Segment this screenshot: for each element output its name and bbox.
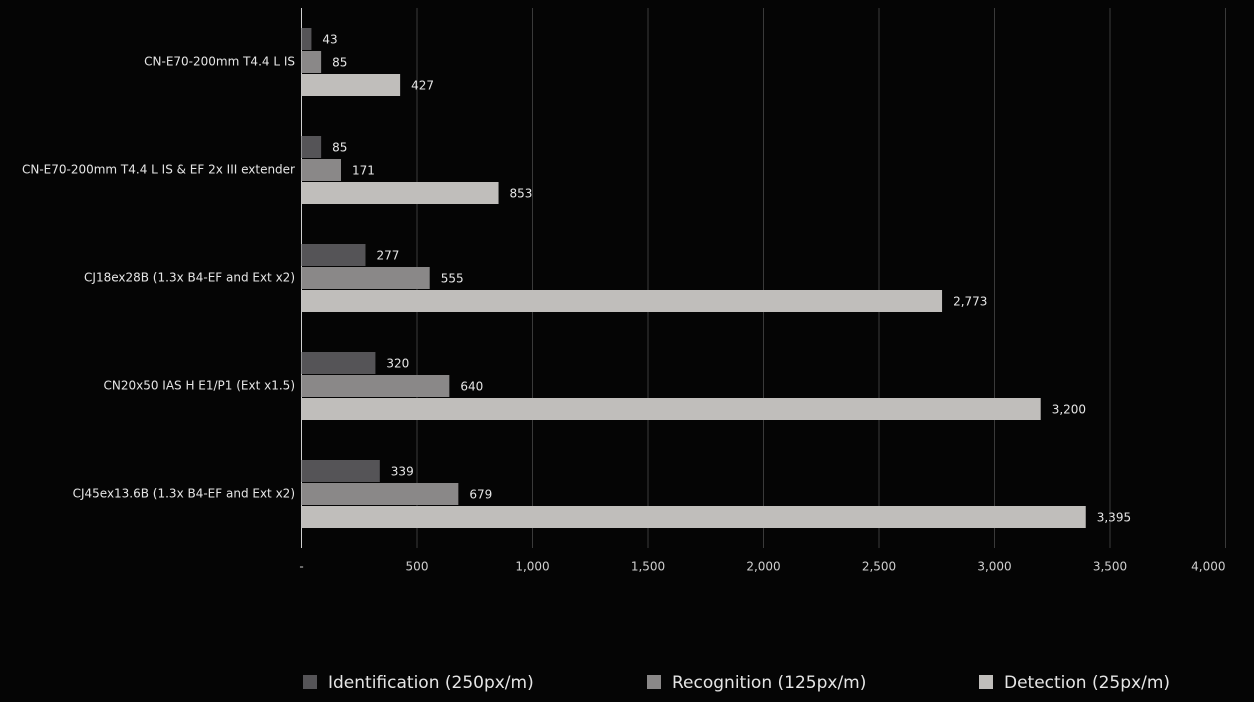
category-label: CN-E70-200mm T4.4 L IS & EF 2x III exten…	[22, 163, 295, 177]
bar	[301, 267, 430, 289]
bar	[301, 460, 380, 482]
value-label: 555	[441, 272, 464, 286]
x-tick-label: 1,500	[631, 560, 665, 574]
bar	[301, 506, 1086, 528]
value-label: 679	[469, 488, 492, 502]
x-tick-label: 500	[406, 560, 429, 574]
category-label: CJ45ex13.6B (1.3x B4-EF and Ext x2)	[73, 487, 295, 501]
category-label: CN20x50 IAS H E1/P1 (Ext x1.5)	[103, 379, 295, 393]
bar	[301, 290, 943, 312]
x-tick-label: 1,000	[515, 560, 549, 574]
bar	[301, 398, 1041, 420]
bar	[301, 28, 312, 50]
bar	[301, 483, 459, 505]
value-label: 277	[376, 249, 399, 263]
category-label: CJ18ex28B (1.3x B4-EF and Ext x2)	[84, 271, 295, 285]
value-label: 339	[391, 465, 414, 479]
x-tick-label: 4,000	[1191, 560, 1225, 574]
bar	[301, 352, 376, 374]
bar	[301, 74, 401, 96]
value-label: 85	[332, 56, 347, 70]
x-tick-label: -	[299, 560, 303, 574]
bar	[301, 51, 322, 73]
legend-swatch	[979, 675, 993, 689]
value-label: 171	[352, 164, 375, 178]
x-tick-label: 2,500	[862, 560, 896, 574]
legend-label: Recognition (125px/m)	[672, 673, 866, 693]
value-label: 320	[386, 357, 409, 371]
value-label: 2,773	[953, 295, 987, 309]
bar	[301, 136, 322, 158]
bar	[301, 375, 450, 397]
category-label: CN-E70-200mm T4.4 L IS	[144, 55, 295, 69]
value-label: 3,200	[1052, 403, 1086, 417]
value-label: 427	[411, 79, 434, 93]
value-label: 853	[510, 187, 533, 201]
value-label: 43	[322, 33, 337, 47]
bar	[301, 244, 366, 266]
legend-swatch	[303, 675, 317, 689]
legend-label: Detection (25px/m)	[1004, 673, 1170, 693]
bar	[301, 182, 499, 204]
x-tick-label: 3,500	[1093, 560, 1127, 574]
value-label: 640	[460, 380, 483, 394]
legend-label: Identification (250px/m)	[328, 673, 534, 693]
value-label: 85	[332, 141, 347, 155]
x-tick-label: 2,000	[746, 560, 780, 574]
x-tick-label: 3,000	[977, 560, 1011, 574]
legend-swatch	[647, 675, 661, 689]
bar	[301, 159, 342, 181]
value-label: 3,395	[1097, 511, 1131, 525]
